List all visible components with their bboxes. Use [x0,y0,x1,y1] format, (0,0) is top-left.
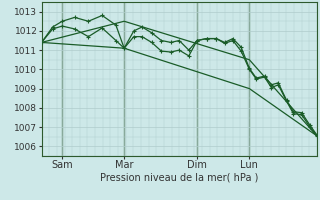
X-axis label: Pression niveau de la mer( hPa ): Pression niveau de la mer( hPa ) [100,173,258,183]
